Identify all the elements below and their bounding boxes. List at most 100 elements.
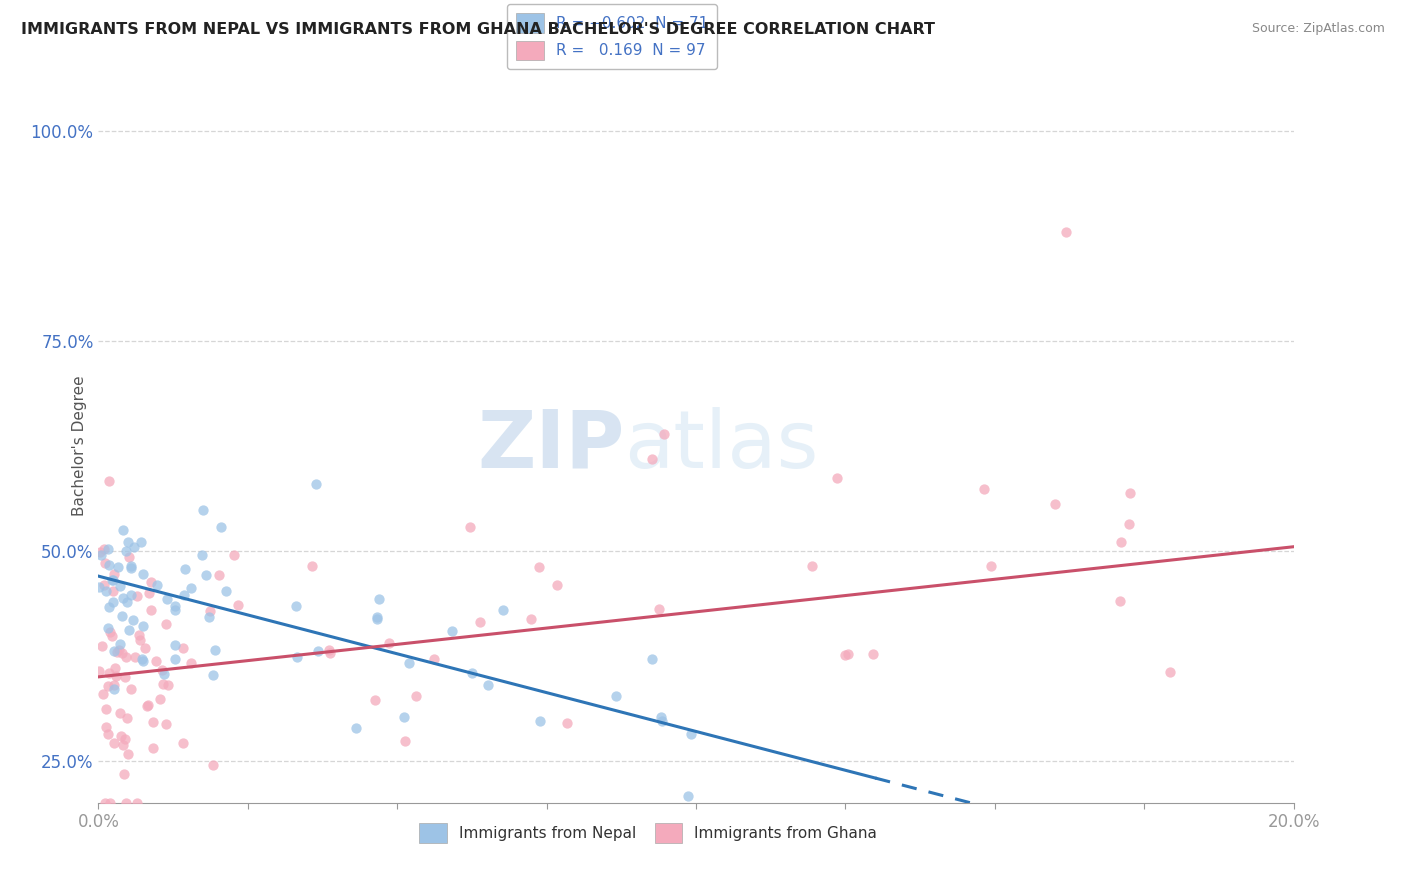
Point	[367, 592, 389, 607]
Point	[104, 660, 127, 674]
Point	[422, 652, 444, 666]
Point	[101, 629, 124, 643]
Point	[529, 560, 551, 574]
Point	[101, 573, 124, 587]
Point	[136, 699, 159, 714]
Point	[224, 548, 246, 562]
Point	[107, 559, 129, 574]
Point	[201, 668, 224, 682]
Point	[284, 599, 307, 614]
Point	[681, 727, 703, 741]
Point	[122, 613, 145, 627]
Point	[118, 624, 141, 638]
Point	[101, 595, 124, 609]
Point	[96, 702, 118, 716]
Point	[305, 476, 328, 491]
Point	[128, 632, 150, 647]
Point	[973, 483, 995, 497]
Point	[124, 650, 146, 665]
Point	[392, 709, 415, 723]
Point	[103, 567, 125, 582]
Point	[190, 548, 212, 562]
Point	[287, 650, 309, 665]
Point	[118, 550, 141, 565]
Point	[97, 621, 120, 635]
Point	[120, 561, 142, 575]
Point	[492, 603, 515, 617]
Point	[215, 583, 238, 598]
Point	[1118, 517, 1140, 532]
Point	[146, 578, 169, 592]
Point	[136, 698, 159, 713]
Point	[163, 599, 186, 613]
Point	[862, 647, 884, 661]
Point	[111, 608, 134, 623]
Point	[301, 559, 323, 574]
Point	[366, 612, 388, 626]
Point	[111, 739, 134, 753]
Point	[131, 566, 153, 581]
Point	[115, 796, 138, 810]
Point	[117, 747, 139, 761]
Point	[97, 727, 120, 741]
Point	[101, 584, 124, 599]
Point	[557, 715, 579, 730]
Point	[201, 758, 224, 772]
Point	[94, 720, 117, 734]
Point	[155, 616, 177, 631]
Point	[156, 678, 179, 692]
Point	[209, 519, 232, 533]
Point	[150, 663, 173, 677]
Point	[204, 643, 226, 657]
Point	[641, 451, 664, 466]
Point	[1119, 486, 1142, 500]
Point	[174, 562, 197, 576]
Point	[98, 625, 121, 640]
Point	[180, 656, 202, 670]
Point	[117, 595, 139, 609]
Point	[93, 578, 115, 592]
Point	[1109, 535, 1132, 549]
Point	[104, 669, 127, 683]
Point	[364, 693, 387, 707]
Point	[141, 741, 163, 756]
Point	[172, 736, 194, 750]
Point	[652, 427, 675, 442]
Point	[89, 545, 111, 559]
Point	[458, 520, 481, 534]
Point	[676, 789, 699, 804]
Point	[114, 544, 136, 558]
Point	[89, 664, 111, 678]
Y-axis label: Bachelor's Degree: Bachelor's Degree	[72, 376, 87, 516]
Point	[837, 647, 859, 661]
Point	[145, 654, 167, 668]
Point	[405, 689, 427, 703]
Point	[194, 567, 217, 582]
Point	[825, 471, 848, 485]
Point	[519, 612, 541, 626]
Point	[89, 580, 111, 594]
Point	[101, 573, 124, 587]
Point	[103, 681, 125, 696]
Point	[120, 559, 142, 574]
Point	[173, 588, 195, 602]
Point	[460, 666, 482, 681]
Point	[122, 541, 145, 555]
Point	[319, 646, 342, 660]
Point	[394, 734, 416, 748]
Point	[138, 585, 160, 599]
Point	[441, 624, 464, 638]
Point	[90, 548, 112, 562]
Point	[1159, 665, 1181, 680]
Point	[180, 581, 202, 595]
Point	[651, 714, 673, 728]
Point	[141, 575, 163, 590]
Point	[108, 579, 131, 593]
Point	[980, 558, 1002, 573]
Point	[477, 678, 499, 692]
Point	[120, 681, 142, 696]
Point	[114, 650, 136, 665]
Point	[468, 615, 491, 629]
Legend: Immigrants from Nepal, Immigrants from Ghana: Immigrants from Nepal, Immigrants from G…	[413, 817, 883, 848]
Point	[641, 651, 664, 665]
